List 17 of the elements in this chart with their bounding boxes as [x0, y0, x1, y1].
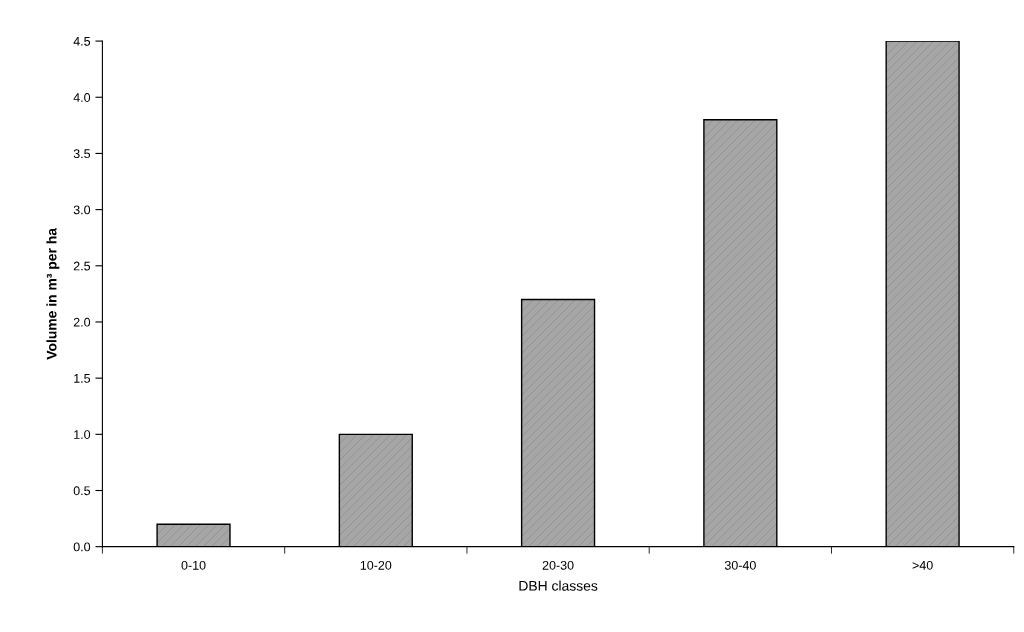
y-tick-label: 4.0 [73, 93, 91, 102]
y-tick-label: 2.0 [73, 317, 91, 327]
x-tick-label: >40 [912, 560, 933, 570]
y-tick-label: 3.0 [73, 205, 91, 215]
y-tick-label: 2.5 [73, 261, 91, 271]
y-tick-label: 1.0 [74, 430, 91, 439]
x-tick-label: 30-40 [724, 560, 756, 570]
x-axis-title: DBH classes [519, 580, 598, 591]
y-tick-label: 0.5 [73, 486, 91, 496]
x-tick-label: 0-10 [181, 560, 206, 570]
y-axis-title: Volume in m³ per ha [46, 227, 60, 360]
y-tick-label: 3.5 [73, 149, 91, 159]
x-tick-label: 10-20 [360, 560, 392, 570]
x-tick-label: 20-30 [542, 560, 574, 570]
y-tick-label: 4.5 [73, 37, 91, 46]
y-tick-label: 0.0 [73, 542, 91, 552]
y-tick-label: 1.5 [74, 374, 91, 383]
